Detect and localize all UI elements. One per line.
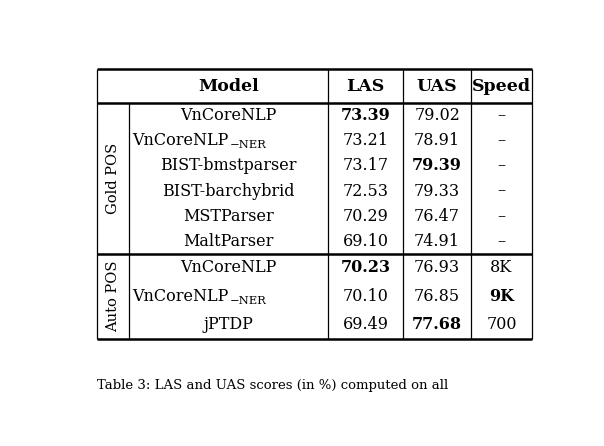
Text: 72.53: 72.53 <box>342 182 389 199</box>
Text: 76.85: 76.85 <box>414 288 460 305</box>
Text: –: – <box>498 107 506 124</box>
Text: –: – <box>498 132 506 149</box>
Text: 70.10: 70.10 <box>343 288 388 305</box>
Text: 70.29: 70.29 <box>343 208 388 225</box>
Text: 79.39: 79.39 <box>412 157 462 174</box>
Text: −NER: −NER <box>230 140 266 150</box>
Text: jPTDP: jPTDP <box>204 317 254 334</box>
Text: 73.17: 73.17 <box>342 157 389 174</box>
Text: –: – <box>498 233 506 250</box>
Text: 69.49: 69.49 <box>342 317 389 334</box>
Text: –: – <box>498 208 506 225</box>
Text: 78.91: 78.91 <box>414 132 460 149</box>
Text: VnCoreNLP: VnCoreNLP <box>132 288 229 305</box>
Text: 69.10: 69.10 <box>342 233 389 250</box>
Text: –: – <box>498 182 506 199</box>
Text: Model: Model <box>199 78 259 95</box>
Text: BIST-barchybrid: BIST-barchybrid <box>162 182 295 199</box>
Text: VnCoreNLP: VnCoreNLP <box>181 107 277 124</box>
Text: 73.21: 73.21 <box>342 132 389 149</box>
Text: 8K: 8K <box>490 260 513 277</box>
Text: 700: 700 <box>486 317 516 334</box>
Text: 73.39: 73.39 <box>341 107 391 124</box>
Text: BIST-bmstparser: BIST-bmstparser <box>161 157 297 174</box>
Text: MSTParser: MSTParser <box>184 208 274 225</box>
Text: Auto POS: Auto POS <box>106 261 120 332</box>
Text: 9K: 9K <box>489 288 514 305</box>
Text: 79.02: 79.02 <box>414 107 460 124</box>
Text: 74.91: 74.91 <box>414 233 460 250</box>
Text: –: – <box>498 157 506 174</box>
Text: Speed: Speed <box>472 78 531 95</box>
Text: Gold POS: Gold POS <box>106 143 120 214</box>
Text: VnCoreNLP: VnCoreNLP <box>181 260 277 277</box>
Text: UAS: UAS <box>417 78 457 95</box>
Text: 79.33: 79.33 <box>414 182 460 199</box>
Text: 76.47: 76.47 <box>414 208 460 225</box>
Text: MaltParser: MaltParser <box>184 233 274 250</box>
Text: 70.23: 70.23 <box>341 260 391 277</box>
Text: −NER: −NER <box>230 296 266 306</box>
Text: 77.68: 77.68 <box>412 317 462 334</box>
Text: LAS: LAS <box>347 78 385 95</box>
Text: Table 3: LAS and UAS scores (in %) computed on all: Table 3: LAS and UAS scores (in %) compu… <box>97 380 448 392</box>
Text: 76.93: 76.93 <box>414 260 460 277</box>
Text: VnCoreNLP: VnCoreNLP <box>132 132 229 149</box>
